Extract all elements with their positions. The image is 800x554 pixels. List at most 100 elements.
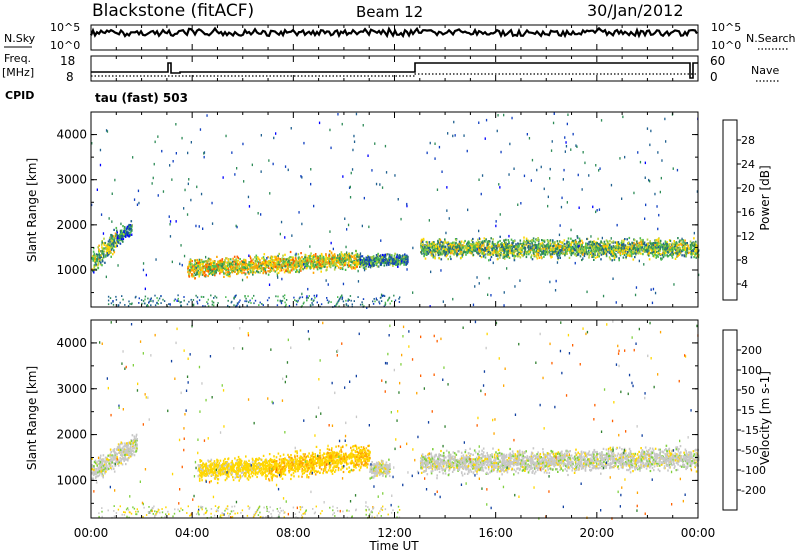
scatter-cell <box>320 267 323 270</box>
scatter-cell <box>321 257 323 260</box>
scatter-cell <box>447 242 450 246</box>
scatter-cell <box>406 268 408 271</box>
scatter-cell <box>341 263 343 266</box>
scatter-cell <box>630 251 632 254</box>
scatter-cell <box>592 246 594 249</box>
scatter-cell <box>359 252 362 255</box>
scatter-cell <box>111 240 113 243</box>
scatter-cell <box>513 257 516 260</box>
scatter-cell <box>653 242 656 245</box>
scatter-cell <box>188 275 191 278</box>
scatter-cell <box>576 248 579 252</box>
scatter-cell <box>200 192 203 196</box>
scatter-cell <box>512 252 515 255</box>
scatter-cell <box>463 241 465 244</box>
scatter-cell <box>629 253 631 256</box>
scatter-cell <box>460 252 463 255</box>
scatter-cell <box>505 245 507 248</box>
scatter-cell <box>309 254 311 257</box>
scatter-cell <box>686 247 688 250</box>
scatter-cell <box>537 249 539 252</box>
scatter-cell <box>189 271 191 274</box>
scatter-cell <box>449 243 452 246</box>
scatter-cell <box>110 234 113 237</box>
scatter-cell <box>432 254 434 257</box>
scatter-cell <box>575 242 578 245</box>
scatter-cell <box>227 260 230 263</box>
scatter-cell <box>624 246 627 249</box>
scatter-cell <box>208 268 211 271</box>
scatter-cell <box>121 233 123 236</box>
scatter-cell <box>643 245 646 248</box>
scatter-cell <box>557 258 559 261</box>
scatter-cell <box>669 249 672 252</box>
scatter-cell <box>377 265 380 268</box>
scatter-cell <box>693 256 695 259</box>
scatter-cell <box>633 239 636 242</box>
scatter-cell <box>575 144 577 147</box>
scatter-cell <box>99 258 102 262</box>
scatter-cell <box>259 259 261 262</box>
scatter-cell <box>291 269 293 272</box>
scatter-cell <box>297 257 300 260</box>
scatter-cell <box>262 272 264 275</box>
scatter-cell <box>581 248 584 251</box>
scatter-cell <box>270 266 273 270</box>
scatter-cell <box>403 259 405 262</box>
scatter-cell <box>619 252 621 255</box>
scatter-cell <box>651 246 653 249</box>
scatter-cell <box>609 258 612 261</box>
scatter-cell <box>651 252 654 255</box>
scatter-cell <box>547 195 549 199</box>
scatter-cell <box>344 259 346 263</box>
scatter-cell <box>101 264 103 267</box>
scatter-cell <box>203 266 206 269</box>
scatter-cell <box>568 256 571 259</box>
scatter-cell <box>91 203 93 207</box>
scatter-cell <box>252 273 254 276</box>
scatter-cell <box>242 266 245 269</box>
scatter-cell <box>493 243 496 246</box>
scatter-cell <box>104 261 106 264</box>
scatter-cell <box>102 247 105 250</box>
scatter-cell <box>507 250 509 254</box>
scatter-cell <box>96 258 98 261</box>
scatter-cell <box>434 247 437 250</box>
scatter-cell <box>512 245 515 248</box>
scatter-cell <box>100 254 102 257</box>
scatter-cell <box>652 246 655 250</box>
scatter-cell <box>482 241 484 244</box>
scatter-cell <box>162 190 165 193</box>
scatter-cell <box>598 244 600 247</box>
scatter-cell <box>508 242 510 245</box>
scatter-cell <box>300 175 302 178</box>
scatter-cell <box>550 249 553 252</box>
scatter-cell <box>532 240 535 243</box>
scatter-cell <box>562 245 564 248</box>
scatter-cell <box>558 248 561 251</box>
scatter-cell <box>570 241 573 244</box>
scatter-cell <box>480 256 483 259</box>
scatter-cell <box>572 132 574 136</box>
scatter-cell <box>569 249 571 252</box>
scatter-cell <box>407 258 409 261</box>
scatter-cell <box>671 245 673 248</box>
scatter-cell <box>252 266 255 269</box>
scatter-cell <box>222 268 224 271</box>
scatter-cell <box>483 237 486 240</box>
scatter-cell <box>617 244 620 247</box>
scatter-cell <box>222 176 224 179</box>
scatter-cell <box>564 242 566 246</box>
scatter-cell <box>499 213 501 216</box>
scatter-cell <box>196 185 198 189</box>
scatter-cell <box>577 252 580 255</box>
scatter-cell <box>351 265 353 268</box>
scatter-cell <box>693 246 696 249</box>
scatter-cell <box>536 257 539 260</box>
scatter-cell <box>603 245 606 248</box>
scatter-cell <box>312 262 315 265</box>
scatter-cell <box>436 250 438 254</box>
scatter-cell <box>592 250 594 253</box>
scatter-cell <box>126 234 129 237</box>
scatter-cell <box>596 242 599 245</box>
